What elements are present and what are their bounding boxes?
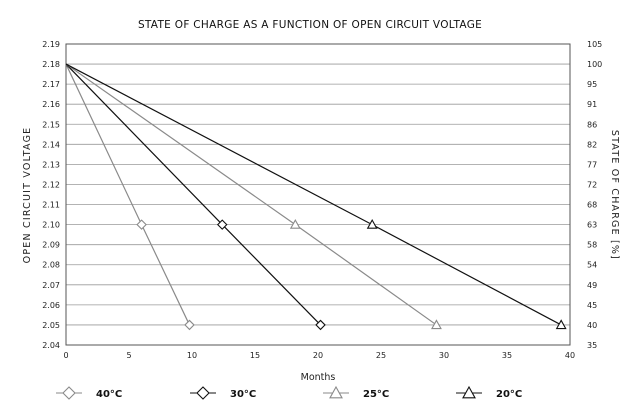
x-axis-ticks: 0 5 10 15 20 25 30 35 40 bbox=[63, 351, 575, 360]
legend-item-2: 25°C bbox=[323, 385, 389, 400]
y-axis-title: OPEN CIRCUIT VOLTAGE bbox=[22, 127, 33, 264]
y2-tick-label: 100 bbox=[587, 60, 602, 69]
y2-tick-label: 45 bbox=[587, 301, 597, 310]
y2-axis-ticks: 35 40 45 49 54 58 63 68 72 77 82 86 91 95 100 105 bbox=[587, 40, 602, 350]
data-point bbox=[289, 218, 301, 229]
series-line bbox=[65, 63, 562, 326]
y2-tick-label: 63 bbox=[587, 221, 597, 230]
data-point bbox=[431, 319, 442, 330]
series-3 bbox=[65, 63, 567, 330]
x-tick-label: 20 bbox=[313, 351, 323, 360]
y-tick-label: 2.09 bbox=[42, 241, 60, 250]
y-tick-label: 2.15 bbox=[42, 120, 60, 129]
y-tick-label: 2.08 bbox=[42, 261, 60, 270]
y2-tick-label: 91 bbox=[587, 100, 597, 109]
y2-tick-label: 58 bbox=[587, 241, 597, 250]
legend-marker bbox=[462, 385, 476, 399]
legend: 40°C 30°C 25°C 20°C bbox=[56, 385, 522, 400]
y-tick-label: 2.05 bbox=[42, 321, 60, 330]
series-line bbox=[65, 63, 191, 326]
y2-tick-label: 77 bbox=[587, 160, 597, 169]
data-point bbox=[366, 218, 378, 229]
data-point bbox=[555, 319, 567, 330]
legend-label: 20°C bbox=[496, 389, 522, 400]
x-tick-label: 5 bbox=[126, 351, 131, 360]
y2-tick-label: 68 bbox=[587, 201, 597, 210]
y-tick-label: 2.16 bbox=[42, 100, 60, 109]
y-tick-label: 2.07 bbox=[42, 281, 60, 290]
x-axis-title: Months bbox=[301, 372, 336, 383]
y-tick-label: 2.10 bbox=[42, 221, 60, 230]
data-point bbox=[216, 219, 228, 230]
x-tick-label: 30 bbox=[439, 351, 449, 360]
y2-tick-label: 82 bbox=[587, 140, 597, 149]
legend-label: 40°C bbox=[96, 389, 122, 400]
legend-item-3: 20°C bbox=[456, 385, 522, 400]
legend-label: 25°C bbox=[363, 389, 389, 400]
y2-tick-label: 105 bbox=[587, 40, 602, 49]
data-point bbox=[184, 319, 195, 331]
y-tick-label: 2.11 bbox=[42, 201, 60, 210]
y2-tick-label: 35 bbox=[587, 341, 597, 350]
chart-title: STATE OF CHARGE AS A FUNCTION OF OPEN CI… bbox=[138, 19, 482, 31]
x-tick-label: 15 bbox=[250, 351, 260, 360]
y2-tick-label: 95 bbox=[587, 80, 597, 89]
legend-marker bbox=[62, 386, 76, 400]
series-1 bbox=[65, 63, 326, 331]
y2-axis-title: STATE OF CHARGE [%] bbox=[609, 130, 620, 260]
series-line bbox=[65, 63, 321, 326]
x-tick-label: 25 bbox=[376, 351, 386, 360]
series-2 bbox=[65, 63, 442, 330]
x-tick-label: 10 bbox=[187, 351, 197, 360]
y-tick-label: 2.17 bbox=[42, 80, 60, 89]
legend-item-0: 40°C bbox=[56, 386, 122, 400]
y-tick-label: 2.04 bbox=[42, 341, 60, 350]
series-line bbox=[65, 63, 437, 326]
y-tick-label: 2.12 bbox=[42, 180, 60, 189]
x-tick-label: 0 bbox=[63, 351, 68, 360]
series-layer bbox=[65, 63, 567, 331]
y-axis-ticks: 2.04 2.05 2.06 2.07 2.08 2.09 2.10 2.11 2.12 2.13… bbox=[42, 40, 60, 350]
series-0 bbox=[65, 63, 195, 331]
y-tick-label: 2.14 bbox=[42, 140, 60, 149]
x-tick-label: 35 bbox=[502, 351, 512, 360]
y2-tick-label: 86 bbox=[587, 120, 597, 129]
legend-item-1: 30°C bbox=[190, 386, 256, 400]
y-tick-label: 2.18 bbox=[42, 60, 60, 69]
y2-tick-label: 49 bbox=[587, 281, 597, 290]
legend-marker bbox=[329, 385, 343, 399]
legend-label: 30°C bbox=[230, 389, 256, 400]
y-tick-label: 2.13 bbox=[42, 160, 60, 169]
y2-tick-label: 54 bbox=[587, 261, 597, 270]
data-point bbox=[136, 219, 147, 230]
data-point bbox=[315, 319, 326, 331]
x-tick-label: 40 bbox=[565, 351, 575, 360]
y2-tick-label: 72 bbox=[587, 180, 597, 189]
legend-marker bbox=[196, 386, 210, 400]
plot-frame bbox=[65, 43, 571, 346]
grid-layer bbox=[66, 43, 570, 326]
y-tick-label: 2.06 bbox=[42, 301, 60, 310]
y2-tick-label: 40 bbox=[587, 321, 597, 330]
y-tick-label: 2.19 bbox=[42, 40, 60, 49]
